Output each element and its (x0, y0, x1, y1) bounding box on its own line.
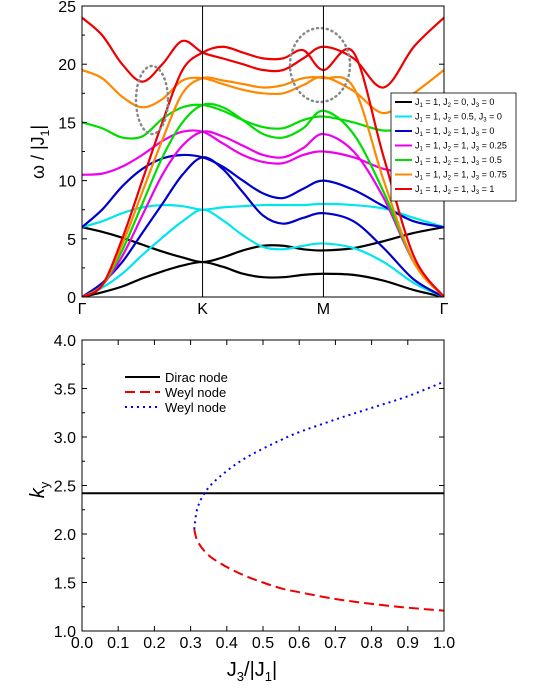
highlight-circle-left (134, 64, 170, 136)
bottom-ytick-label: 4.0 (54, 333, 76, 350)
bottom-legend-label: Weyl node (165, 385, 226, 400)
bottom-xtick-label: 0.2 (143, 635, 165, 652)
band-line-3-1 (82, 130, 444, 297)
band-line-6-0 (82, 16, 444, 89)
bottom-xtick-label: 0.1 (107, 635, 129, 652)
top-y-ticks: 0 5 10 15 20 25 (58, 0, 444, 307)
legend-label: J1 = 1, J2 = 1, J3 = 0.25 (415, 141, 507, 153)
band-line-2-1 (82, 156, 444, 297)
top-ytick-label: 20 (58, 57, 76, 74)
node-line-2 (193, 380, 444, 530)
top-y-axis-label: ω / |J1| (28, 125, 52, 179)
legend-label: J1 = 1, J2 = 1, J3 = 0.75 (415, 170, 507, 182)
bottom-xtick-label: 1.0 (433, 635, 455, 652)
bottom-xtick-label: 0.9 (397, 635, 419, 652)
bottom-xtick-label: 0.7 (324, 635, 346, 652)
top-xtick-label: M (317, 301, 330, 318)
band-line-0-1 (82, 260, 444, 297)
top-xtick-label: K (197, 301, 208, 318)
top-legend-box (390, 92, 517, 202)
bottom-ytick-label: 2.5 (54, 479, 76, 496)
bottom-y-axis-label: ky (27, 481, 52, 498)
legend-label: J1 = 1, J2 = 1, J3 = 1 (415, 184, 494, 196)
top-ytick-label: 10 (58, 174, 76, 191)
top-ytick-label: 5 (67, 232, 76, 249)
bottom-xtick-label: 0.5 (252, 635, 274, 652)
band-curves (82, 16, 444, 297)
band-line-4-1 (82, 102, 444, 297)
bottom-xtick-label: 0.6 (288, 635, 310, 652)
bottom-xtick-label: 0.4 (216, 635, 238, 652)
band-line-5-1 (82, 75, 444, 297)
bottom-plot-frame (81, 339, 445, 632)
bottom-xtick-label: 0.0 (71, 635, 93, 652)
bottom-legend-label: Weyl node (165, 400, 226, 415)
top-ytick-label: 25 (58, 0, 76, 16)
top-ytick-label: 0 (67, 290, 76, 307)
highlight-circle-right (288, 26, 352, 104)
band-structure-chart: 0 5 10 15 20 25 Γ K M Γ ω / |J1| J1 = 1, J2 = 0,… (28, 0, 517, 318)
legend-label: J1 = 1, J2 = 0, J3 = 0 (415, 97, 494, 109)
band-line-0-0 (82, 226, 444, 264)
bottom-legend-label: Dirac node (165, 370, 228, 385)
node-line-1 (193, 528, 444, 612)
bottom-ytick-label: 3.0 (54, 430, 76, 447)
top-xtick-label: Γ (440, 301, 449, 318)
bottom-y-ticks: 1.0 1.5 2.0 2.5 3.0 3.5 4.0 (54, 333, 444, 641)
node-position-chart: 1.0 1.5 2.0 2.5 3.0 3.5 4.0 0.0 0.1 0.2 0.3 0.4 0.5… (27, 333, 455, 684)
top-legend: J1 = 1, J2 = 0, J3 = 0 J1 = 1, J2 = 0.5, … (390, 92, 517, 202)
bottom-ytick-label: 1.5 (54, 576, 76, 593)
node-curves (82, 380, 444, 612)
bottom-ytick-label: 3.5 (54, 382, 76, 399)
bottom-xtick-label: 0.8 (360, 635, 382, 652)
top-ytick-label: 15 (58, 115, 76, 132)
bottom-x-axis-label: J3/|J1| (227, 659, 277, 684)
legend-label: J1 = 1, J2 = 0.5, J3 = 0 (415, 112, 502, 124)
band-line-2-0 (82, 153, 444, 229)
top-xtick-label: Γ (78, 301, 87, 318)
bottom-xtick-label: 0.3 (179, 635, 201, 652)
legend-label: J1 = 1, J2 = 1, J3 = 0 (415, 126, 494, 138)
legend-label: J1 = 1, J2 = 1, J3 = 0.5 (415, 155, 502, 167)
band-line-6-1 (82, 45, 444, 297)
bottom-x-ticks: 0.0 0.1 0.2 0.3 0.4 0.5 0.6 0.7 0.8 0.9 1.0 (71, 340, 455, 652)
bottom-ytick-label: 1.0 (54, 624, 76, 641)
bottom-ytick-label: 2.0 (54, 527, 76, 544)
band-line-3-0 (82, 129, 444, 176)
band-line-1-1 (82, 208, 444, 297)
high-symmetry-lines (202, 6, 324, 297)
